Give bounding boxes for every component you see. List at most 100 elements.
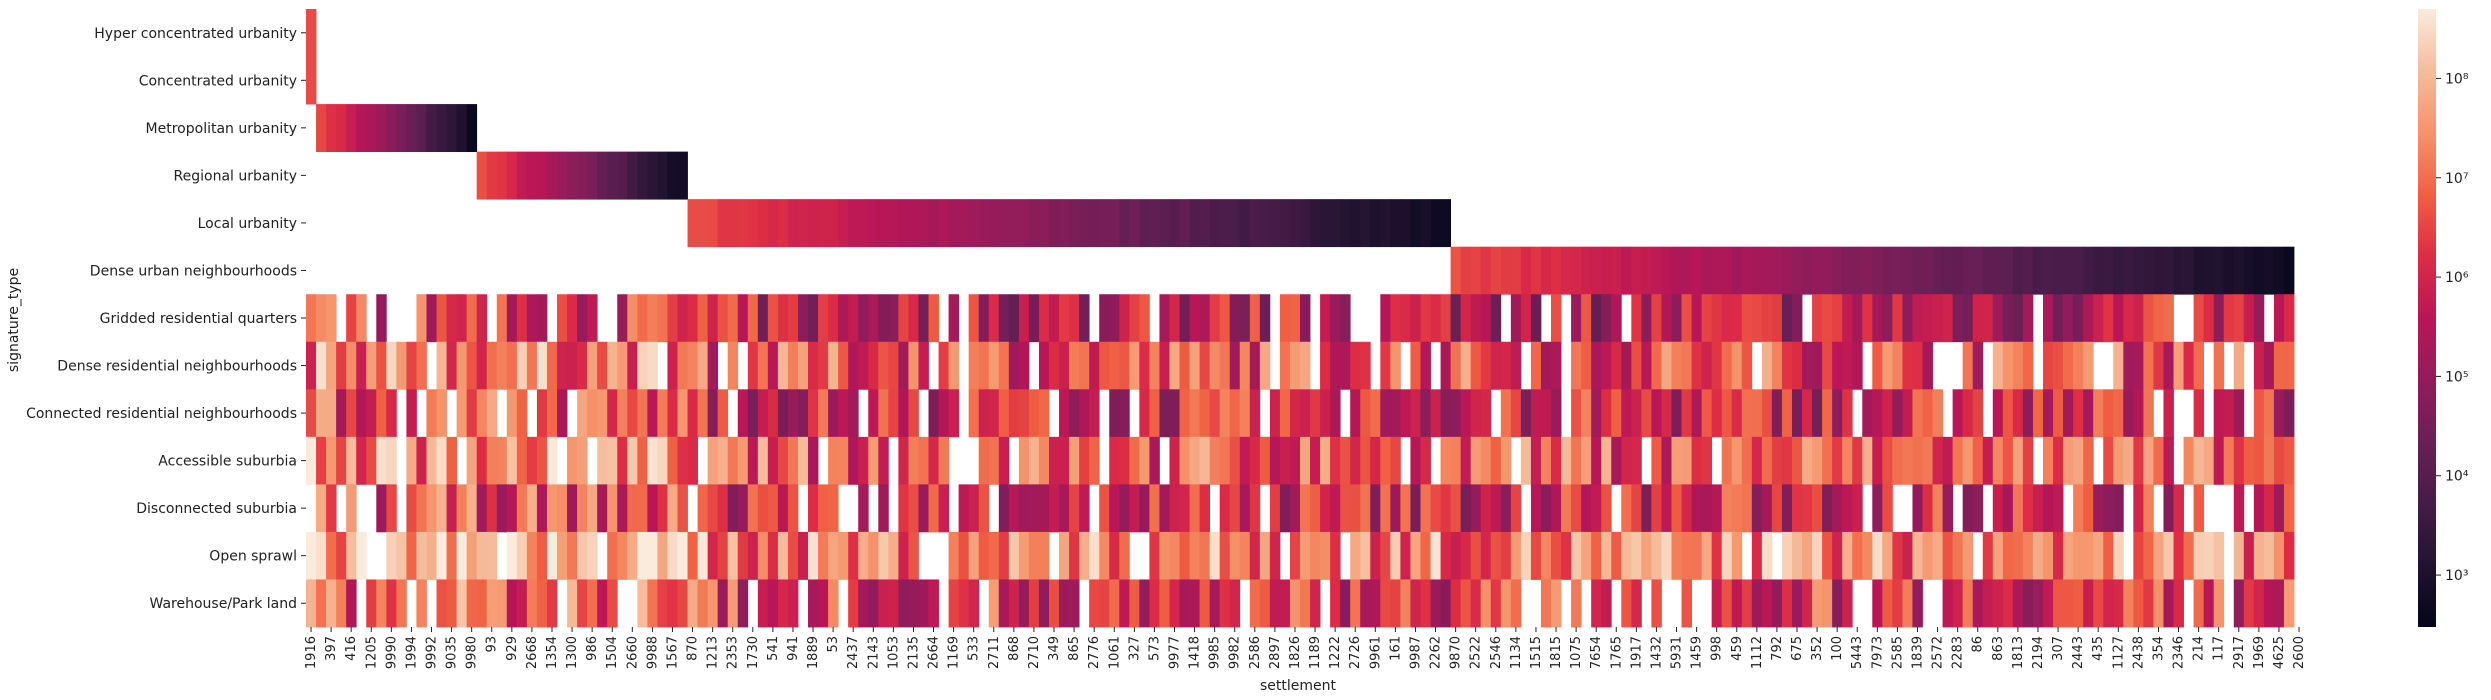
heatmap-cell — [607, 436, 618, 485]
heatmap-cell — [1430, 579, 1441, 628]
heatmap-cell — [1400, 531, 1411, 580]
heatmap-cell — [416, 436, 427, 485]
heatmap-cell — [1530, 436, 1542, 485]
heatmap-cell — [858, 531, 869, 580]
heatmap-cell — [1551, 389, 1562, 438]
heatmap-cell — [356, 341, 367, 390]
heatmap-cell — [2223, 294, 2235, 343]
y-tick-label: Gridded residential quarters — [100, 311, 297, 327]
heatmap-cell — [1189, 484, 1200, 533]
heatmap-cell — [1832, 484, 1843, 533]
heatmap-cell — [1129, 199, 1140, 248]
heatmap-cell — [2133, 484, 2144, 533]
heatmap-cell — [1882, 531, 1893, 580]
heatmap-cell — [1711, 389, 1723, 438]
heatmap-cell — [1059, 531, 1070, 580]
heatmap-cell — [1490, 436, 1502, 485]
heatmap-cell — [1430, 199, 1441, 248]
heatmap-cell — [637, 436, 648, 485]
heatmap-cell — [567, 531, 578, 580]
heatmap-cell — [2223, 246, 2235, 295]
heatmap-cell — [1721, 484, 1733, 533]
heatmap-cell — [1581, 531, 1592, 580]
heatmap-cell — [2032, 579, 2044, 628]
heatmap-cell — [1631, 294, 1642, 343]
x-tick-label: 1917 — [1629, 636, 1644, 669]
heatmap-cell — [898, 294, 909, 343]
heatmap-cell — [1962, 389, 1974, 438]
heatmap-cell — [1691, 246, 1703, 295]
colorbar-tick-label: 10⁴ — [2445, 469, 2469, 485]
heatmap-cell — [2193, 531, 2205, 580]
heatmap-cell — [1741, 579, 1753, 628]
heatmap-cell — [2253, 246, 2265, 295]
heatmap-cell — [1591, 389, 1602, 438]
heatmap-cell — [647, 579, 658, 628]
heatmap-cell — [878, 484, 889, 533]
heatmap-cell — [356, 389, 367, 438]
heatmap-cell — [1882, 484, 1893, 533]
heatmap-cell — [366, 341, 377, 390]
heatmap-cell — [2083, 531, 2094, 580]
heatmap-cell — [426, 294, 437, 343]
heatmap-cell — [2233, 531, 2245, 580]
heatmap-cell — [587, 151, 598, 200]
heatmap-cell — [1932, 294, 1943, 343]
heatmap-cell — [1761, 436, 1773, 485]
heatmap-cell — [546, 389, 558, 438]
heatmap-cell — [1681, 579, 1692, 628]
heatmap-cell — [1380, 199, 1391, 248]
heatmap-cell — [607, 484, 618, 533]
x-tick-label: 533 — [967, 636, 982, 661]
heatmap-cell — [1169, 294, 1180, 343]
heatmap-cell — [777, 436, 789, 485]
heatmap-cell — [657, 484, 668, 533]
heatmap-cell — [1038, 436, 1050, 485]
heatmap-cell — [1380, 484, 1391, 533]
heatmap-cell — [1962, 436, 1974, 485]
x-tick-label: 9987 — [1408, 636, 1423, 669]
heatmap-cell — [1079, 436, 1090, 485]
heatmap-cell — [2233, 246, 2245, 295]
x-tick-label: 2660 — [625, 636, 640, 669]
heatmap-cell — [2032, 484, 2044, 533]
heatmap-cell — [2042, 389, 2054, 438]
heatmap-cell — [1089, 199, 1100, 248]
heatmap-cell — [1540, 484, 1552, 533]
heatmap-cell — [1701, 389, 1713, 438]
heatmap-cell — [2113, 579, 2124, 628]
heatmap-cell — [1992, 579, 2004, 628]
heatmap-cell — [2012, 246, 2024, 295]
heatmap-cell — [1320, 484, 1331, 533]
heatmap-cell — [1500, 579, 1512, 628]
heatmap-cell — [1852, 246, 1863, 295]
heatmap-cell — [1179, 436, 1190, 485]
heatmap-cell — [316, 104, 327, 153]
heatmap-cell — [2053, 484, 2064, 533]
heatmap-cell — [1972, 389, 1984, 438]
heatmap-cell — [2012, 436, 2024, 485]
heatmap-cell — [797, 341, 809, 390]
heatmap-cell — [1350, 579, 1361, 628]
heatmap-cell — [416, 104, 427, 153]
heatmap-cell — [2163, 579, 2174, 628]
heatmap-cell — [1802, 484, 1813, 533]
heatmap-cell — [1219, 484, 1231, 533]
heatmap-cell — [988, 579, 1000, 628]
heatmap-cell — [346, 579, 357, 628]
heatmap-cell — [316, 436, 327, 485]
heatmap-cell — [1159, 199, 1170, 248]
heatmap-cell — [848, 294, 859, 343]
heatmap-cell — [1169, 199, 1180, 248]
heatmap-cell — [506, 436, 518, 485]
heatmap-cell — [466, 104, 478, 153]
x-tick-label: 327 — [1127, 636, 1142, 661]
heatmap-cell — [1340, 294, 1351, 343]
heatmap-cell — [456, 389, 468, 438]
heatmap-cell — [306, 9, 317, 57]
heatmap-cell — [516, 389, 528, 438]
heatmap-cell — [888, 341, 899, 390]
heatmap-cell — [1360, 389, 1371, 438]
heatmap-cell — [737, 294, 749, 343]
heatmap-cell — [326, 484, 337, 533]
